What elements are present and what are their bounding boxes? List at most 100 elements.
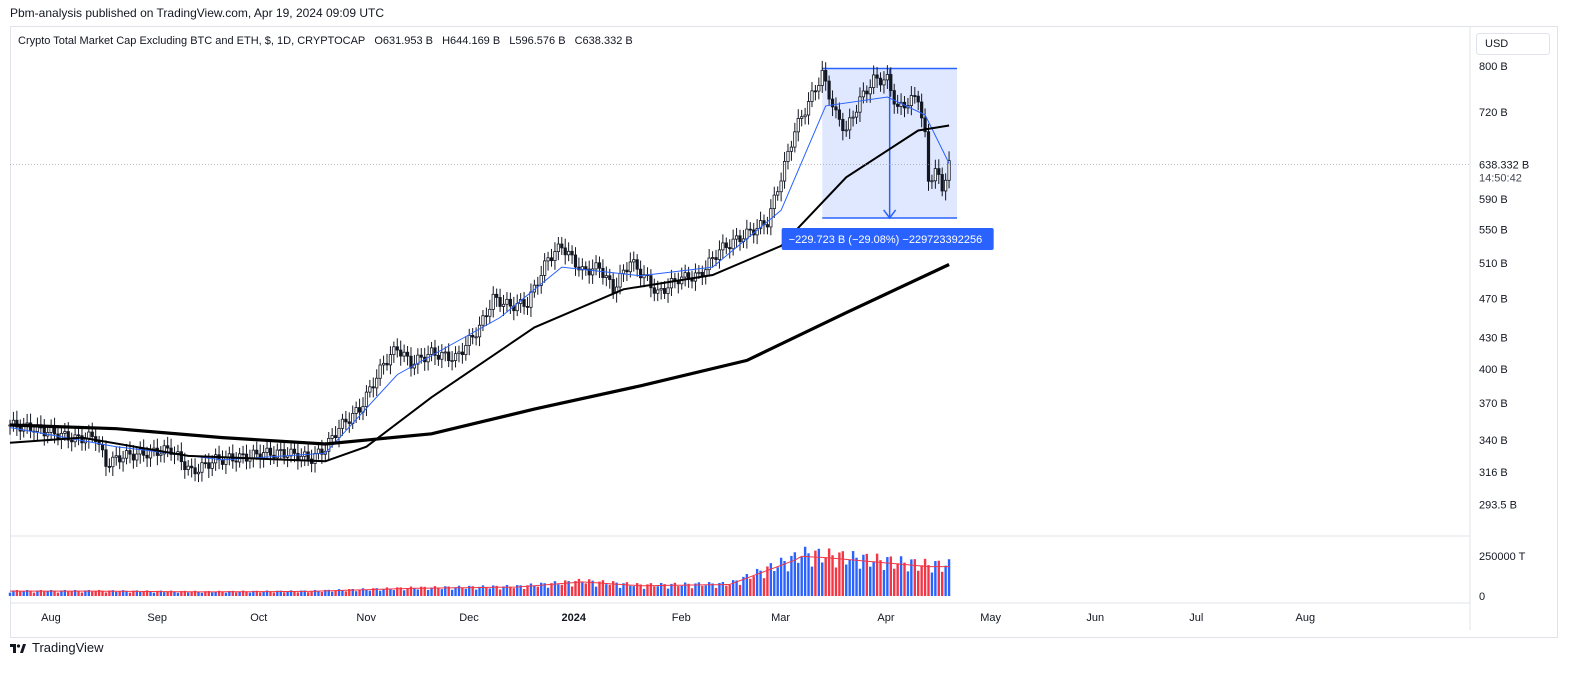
candle-body bbox=[878, 77, 883, 86]
candle-body bbox=[944, 179, 948, 192]
price-axis-tick-label: 550 B bbox=[1479, 225, 1508, 237]
volume-bar bbox=[889, 556, 892, 596]
candle-body bbox=[330, 435, 334, 439]
time-axis-tick-label: Nov bbox=[356, 612, 376, 624]
candle-body bbox=[388, 354, 393, 366]
volume-bar bbox=[814, 550, 817, 596]
candle-body bbox=[782, 161, 787, 182]
volume-bar bbox=[60, 590, 63, 596]
volume-bar bbox=[769, 563, 773, 596]
volume-bar bbox=[577, 578, 581, 596]
volume-bar bbox=[423, 586, 426, 596]
volume-bar bbox=[546, 587, 550, 596]
candle-body bbox=[265, 447, 269, 453]
volume-bar bbox=[145, 590, 149, 596]
candle-body bbox=[549, 257, 554, 262]
candle-body bbox=[268, 447, 273, 456]
volume-bar bbox=[32, 592, 36, 596]
volume-bar bbox=[588, 579, 591, 596]
volume-bar bbox=[803, 546, 807, 596]
candle-body bbox=[926, 131, 931, 182]
candle-body bbox=[663, 288, 667, 294]
candle-body bbox=[844, 129, 848, 132]
candle-body bbox=[841, 118, 845, 132]
candle-body bbox=[186, 465, 190, 470]
candle-body bbox=[940, 174, 944, 192]
volume-bar bbox=[903, 562, 906, 596]
candle-body bbox=[683, 272, 687, 278]
volume-bar bbox=[749, 578, 752, 596]
candle-body bbox=[563, 247, 567, 256]
footer-brand[interactable]: TradingView bbox=[10, 640, 104, 655]
volume-bar bbox=[306, 592, 310, 596]
candle-body bbox=[639, 268, 643, 279]
volume-bar bbox=[200, 592, 204, 596]
candle-body bbox=[728, 247, 732, 250]
volume-bar bbox=[22, 591, 25, 596]
candle-body bbox=[875, 74, 879, 79]
volume-bar bbox=[625, 582, 629, 596]
volume-bar bbox=[502, 586, 505, 596]
volume-bar bbox=[392, 590, 396, 596]
candle-body bbox=[666, 287, 670, 294]
volume-bar bbox=[91, 591, 94, 596]
candle-body bbox=[721, 242, 725, 251]
candle-body bbox=[656, 289, 660, 294]
candle-body bbox=[481, 315, 485, 326]
candle-body bbox=[495, 293, 499, 298]
candle-body bbox=[669, 278, 674, 289]
volume-bar bbox=[187, 592, 190, 596]
volume-bar bbox=[821, 562, 824, 596]
candle-body bbox=[830, 98, 835, 108]
volume-axis-label: 250000 T bbox=[1479, 551, 1526, 563]
volume-bar bbox=[56, 592, 60, 596]
volume-bar bbox=[755, 568, 759, 596]
volume-bar bbox=[550, 583, 553, 596]
volume-bar bbox=[872, 561, 875, 596]
volume-bar bbox=[224, 592, 228, 596]
volume-bar bbox=[635, 583, 639, 596]
volume-bar bbox=[574, 580, 577, 596]
symbol-title: Crypto Total Market Cap Excluding BTC an… bbox=[18, 35, 366, 47]
volume-bar bbox=[947, 559, 951, 596]
candle-body bbox=[909, 95, 913, 106]
candle-body bbox=[484, 315, 488, 318]
volume-bar bbox=[598, 581, 601, 596]
candle-body bbox=[591, 268, 595, 276]
volume-bar bbox=[862, 554, 865, 596]
candle-body bbox=[717, 249, 722, 261]
volume-bar bbox=[917, 570, 920, 596]
volume-bar bbox=[834, 567, 838, 596]
time-axis-tick-label: Jun bbox=[1086, 612, 1104, 624]
volume-bar bbox=[139, 591, 142, 596]
volume-bar bbox=[115, 591, 118, 596]
measure-arrow-head-icon bbox=[883, 209, 897, 220]
candle-body bbox=[292, 448, 297, 454]
currency-button[interactable]: USD bbox=[1476, 33, 1550, 55]
candle-body bbox=[556, 243, 560, 252]
ma-medium-line bbox=[9, 124, 950, 463]
volume-bar bbox=[437, 587, 440, 596]
volume-bar bbox=[193, 590, 197, 596]
candle-body bbox=[920, 101, 924, 119]
volume-bar bbox=[790, 555, 793, 596]
volume-bar bbox=[858, 568, 862, 596]
candle-body bbox=[508, 298, 512, 307]
time-axis-tick-label: Sep bbox=[147, 612, 167, 624]
candle-body bbox=[128, 450, 132, 455]
volume-bar bbox=[649, 583, 653, 596]
volume-bar bbox=[707, 582, 711, 596]
volume-bar bbox=[341, 590, 344, 596]
volume-bar bbox=[581, 582, 584, 596]
candle-body bbox=[42, 427, 46, 437]
candle-body bbox=[697, 271, 701, 274]
volume-bar bbox=[169, 590, 173, 596]
candle-body bbox=[306, 451, 310, 460]
volume-bar bbox=[663, 584, 666, 596]
volume-bar bbox=[70, 591, 73, 596]
candle-body bbox=[491, 293, 495, 310]
volume-bar bbox=[289, 590, 293, 596]
volume-bar bbox=[656, 586, 659, 596]
volume-bar bbox=[851, 551, 855, 596]
